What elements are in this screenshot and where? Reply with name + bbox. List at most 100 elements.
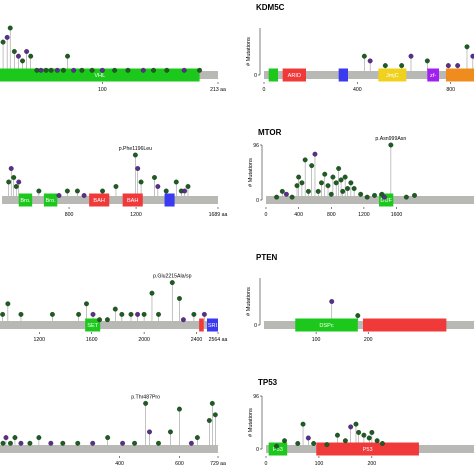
x-tick-label: 200: [364, 337, 373, 343]
mutation-dot: [312, 151, 318, 157]
mutation-dot: [89, 67, 95, 73]
x-tick-label: 100: [98, 87, 107, 93]
gene-panel: VHL 100 213 aa: [0, 25, 226, 93]
mutation-dot: [379, 441, 385, 446]
protein-domain: [378, 68, 407, 82]
domain-label: VHL: [94, 73, 105, 79]
mutation-dot: [299, 180, 305, 186]
domain-label: P53: [363, 447, 373, 453]
mutation-dot: [138, 179, 144, 185]
mutation-dot: [156, 311, 161, 317]
domain-label: DSPc: [319, 323, 334, 329]
x-tick-label: 0: [265, 212, 268, 218]
mutation-dot: [105, 435, 111, 441]
y-axis-label: # Mutations: [248, 158, 254, 187]
y-tick-label: 0: [256, 198, 259, 204]
domain-label: BAH: [127, 198, 139, 204]
x-tick-label: 100: [312, 337, 321, 343]
mutation-dot: [191, 311, 197, 317]
mutation-dot: [112, 306, 118, 312]
protein-domain: [282, 68, 306, 82]
mutation-dot: [470, 53, 474, 59]
domain-label: SRI: [208, 323, 218, 329]
mutation-dot: [279, 188, 285, 194]
y-tick-label: 96: [253, 394, 259, 400]
mutation-dot: [345, 186, 351, 191]
mutation-dot: [12, 435, 18, 441]
mutation-dot: [351, 186, 357, 191]
hotspot-label: p.Asn999Asn: [375, 136, 406, 142]
mutation-dot: [342, 174, 348, 180]
gene-title: PTEN: [256, 253, 278, 262]
mutation-dot: [135, 166, 141, 171]
mutation-dot: [300, 421, 306, 427]
mutation-dot: [128, 311, 134, 317]
mutation-dot: [328, 191, 334, 197]
x-tick-label: 1200: [358, 212, 370, 218]
mutation-dot: [11, 175, 17, 180]
gene-panel: MTOR # Mutations 0 96 DUF p.Asn999Asn 0 400 800 1…: [248, 128, 474, 218]
mutation-dot: [182, 188, 188, 194]
protein-backbone: [0, 445, 218, 453]
mutation-dot: [6, 179, 12, 185]
mutation-dot: [333, 180, 339, 186]
protein-domain: [363, 318, 447, 332]
x-tick-label: 400: [294, 212, 303, 218]
protein-domain: [427, 68, 439, 82]
mutation-dot: [311, 441, 317, 446]
mutation-dot: [388, 142, 394, 148]
mutation-dot: [330, 174, 336, 180]
domain-label: SET: [87, 323, 98, 329]
y-tick-label: 96: [253, 143, 259, 149]
domain-label: zf-: [430, 73, 436, 79]
hotspot-label: p.Phe1196Leu: [119, 146, 152, 152]
mutation-dot: [75, 440, 81, 446]
mutation-dot: [366, 435, 372, 441]
mutation-dot: [54, 67, 60, 73]
domain-label: JmjC: [386, 73, 399, 79]
mutation-dot: [20, 58, 25, 64]
protein-domain: [85, 318, 101, 332]
x-tick-label: 1600: [86, 337, 98, 343]
mutation-dot: [64, 188, 70, 194]
mutation-dot: [381, 194, 387, 200]
mutation-dot: [8, 440, 13, 446]
protein-domain: [446, 68, 474, 82]
domain-label: P53: [273, 447, 283, 453]
domain-label: Bro.: [20, 198, 31, 204]
mutation-dot: [152, 175, 157, 180]
mutation-dot: [329, 299, 335, 304]
mutation-dot: [372, 192, 377, 198]
mutation-dot: [104, 317, 110, 323]
x-tick-label: 1200: [130, 212, 142, 218]
gene-title: MTOR: [258, 128, 282, 137]
protein-domain: [18, 193, 33, 207]
mutation-dot: [141, 311, 147, 317]
x-tick-label: 2400: [191, 337, 203, 343]
mutation-dot: [132, 152, 138, 158]
mutation-dot: [382, 63, 388, 69]
mutation-dot: [294, 183, 300, 189]
mutation-dot: [18, 311, 24, 317]
mutation-dot: [283, 191, 289, 197]
mutation-dot: [325, 183, 331, 189]
protein-length-label: 1689 aa: [209, 212, 228, 218]
mutation-dot: [156, 440, 161, 446]
mutation-dot: [84, 301, 89, 307]
y-axis-label: # Mutations: [248, 408, 254, 437]
mutation-dot: [177, 296, 182, 301]
x-tick-label: 1200: [34, 337, 46, 343]
protein-domain: [316, 442, 419, 456]
mutation-dot: [49, 311, 55, 317]
mutation-dot: [173, 179, 179, 185]
mutation-dot: [36, 188, 42, 194]
y-tick-label: 0: [254, 73, 257, 79]
gene-title: TP53: [258, 378, 278, 387]
mutation-dot: [163, 188, 169, 194]
mutation-dot: [27, 440, 33, 446]
mutation-dot: [13, 184, 19, 189]
mutation-dot: [361, 432, 367, 438]
mutation-dot: [74, 188, 80, 194]
mutation-dot: [342, 438, 348, 444]
mutation-dot: [348, 180, 354, 186]
